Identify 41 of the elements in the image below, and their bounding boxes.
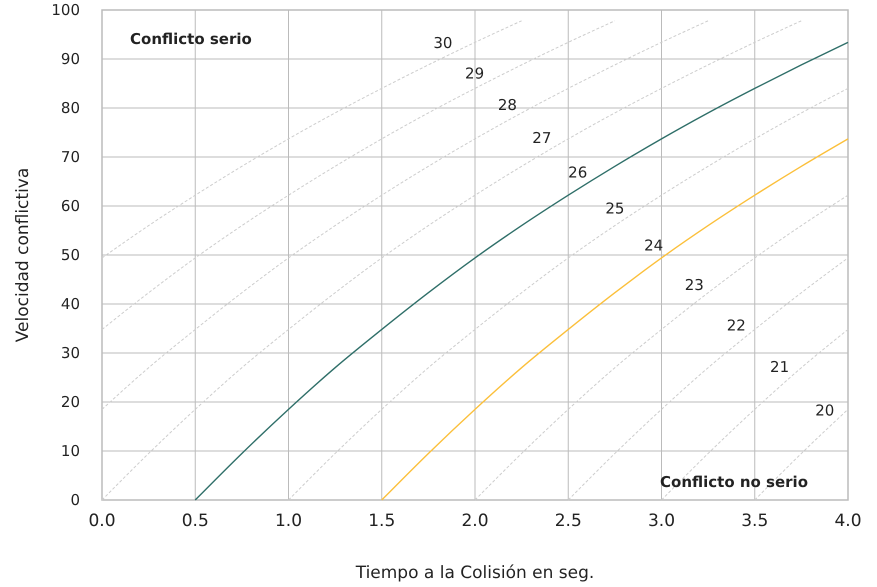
- y-tick-label: 80: [60, 98, 80, 117]
- x-tick-label: 4.0: [834, 511, 862, 532]
- y-tick-label: 100: [51, 0, 80, 19]
- y-tick-label: 20: [60, 392, 80, 411]
- line-series: [474, 194, 848, 500]
- series-label: 28: [498, 96, 517, 114]
- series-label: 25: [605, 199, 624, 218]
- series-label: 21: [770, 358, 790, 376]
- y-axis-title: Velocidad conflictiva: [13, 168, 33, 342]
- series-label: 26: [568, 164, 588, 182]
- series-label: 24: [644, 236, 664, 255]
- y-tick-label: 40: [60, 294, 80, 313]
- x-tick-label: 1.5: [368, 511, 396, 532]
- x-tick-label: 3.5: [741, 511, 768, 532]
- x-tick-label: 3.0: [648, 511, 676, 532]
- series-label: 23: [684, 276, 704, 294]
- series-label: 22: [726, 316, 746, 334]
- x-tick-label: 0.0: [88, 511, 116, 532]
- y-tick-label: 70: [60, 148, 80, 166]
- x-tick-label: 0.5: [182, 511, 209, 532]
- line-series: [568, 257, 848, 500]
- x-tick-label: 2.5: [554, 511, 582, 532]
- annotation: Conflicto serio: [130, 30, 252, 48]
- y-tick-label: 0: [70, 490, 80, 509]
- y-tick-label: 60: [60, 196, 80, 215]
- line-series: [661, 328, 848, 500]
- y-tick-label: 50: [60, 246, 80, 264]
- x-tick-label: 1.0: [274, 511, 302, 532]
- line-series: [288, 88, 848, 500]
- line-series: [102, 20, 522, 258]
- series-label: 30: [433, 34, 452, 52]
- y-tick-label: 90: [60, 50, 80, 68]
- y-tick-label: 30: [60, 344, 80, 362]
- y-tick-label: 10: [60, 442, 80, 460]
- x-tick-label: 2.0: [461, 511, 489, 532]
- line-series: [102, 20, 709, 410]
- x-axis-title: Tiempo a la Colisión en seg.: [354, 563, 594, 583]
- series-label: 20: [815, 401, 834, 420]
- series-label: 29: [465, 64, 484, 82]
- annotation: Conflicto no serio: [660, 473, 808, 491]
- series-label: 27: [532, 129, 552, 148]
